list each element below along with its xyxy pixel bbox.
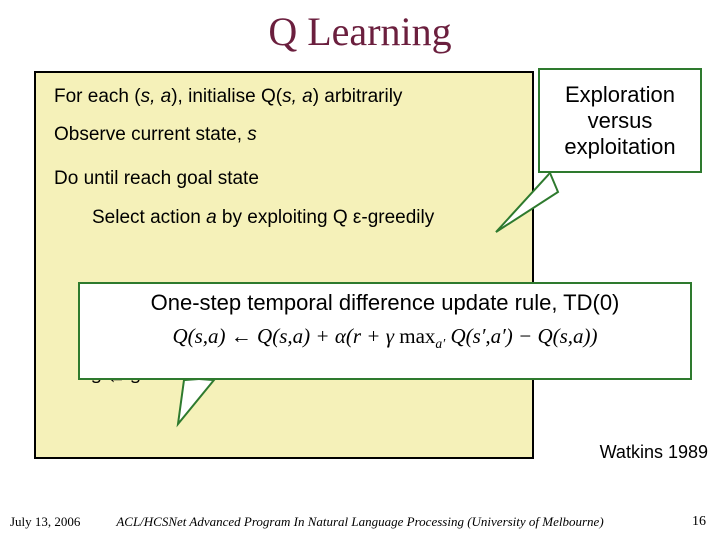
var: s, a: [282, 86, 313, 107]
text: ) arbitrarily: [313, 86, 403, 107]
formula: Q(s,a) ← Q(s,a) + α(r + γ maxa′ Q(s′,a′)…: [90, 324, 680, 352]
slide-title: Q Learning: [0, 0, 720, 61]
text: ), initialise Q(: [171, 86, 282, 107]
callout-exploration: Exploration versus exploitation: [538, 68, 702, 173]
algo-line-init: For each (s, a), initialise Q(s, a) arbi…: [54, 85, 514, 109]
algorithm-box: For each (s, a), initialise Q(s, a) arbi…: [34, 71, 534, 459]
callout-heading: One-step temporal difference update rule…: [90, 290, 680, 316]
var: s, a: [141, 86, 172, 107]
algo-line-do: Do until reach goal state: [54, 167, 514, 191]
var: s: [247, 124, 257, 145]
callout-td0: One-step temporal difference update rule…: [78, 282, 692, 380]
footer-page: 16: [692, 514, 706, 530]
callout-tail-icon: [490, 168, 560, 238]
text: by exploiting Q ε-greedily: [217, 207, 435, 228]
var: a: [206, 207, 217, 228]
algo-line-observe: Observe current state, s: [54, 123, 514, 147]
text: Observe current state,: [54, 124, 247, 145]
text: Select action: [92, 207, 206, 228]
callout-tail-icon: [174, 378, 254, 428]
footer-venue: ACL/HCSNet Advanced Program In Natural L…: [0, 514, 720, 530]
slide: Q Learning For each (s, a), initialise Q…: [0, 0, 720, 540]
callout-text: Exploration versus exploitation: [544, 82, 696, 160]
algo-line-select: Select action a by exploiting Q ε-greedi…: [54, 206, 514, 230]
citation: Watkins 1989: [600, 442, 708, 463]
text: For each (: [54, 86, 141, 107]
